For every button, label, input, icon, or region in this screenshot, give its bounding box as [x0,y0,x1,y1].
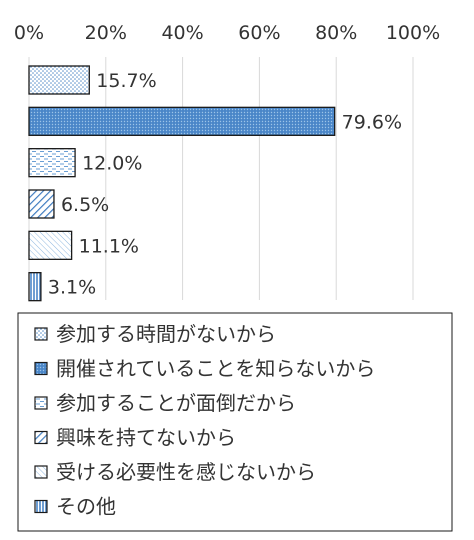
bar [28,189,55,219]
bars [28,65,336,302]
legend-swatch [34,430,48,445]
legend-label: 興味を持てないから [56,426,236,450]
x-tick-label: 40% [161,22,203,44]
data-label: 3.1% [48,277,96,299]
legend-swatch [34,499,48,514]
legend: 参加する時間がないから開催されていることを知らないから参加することが面倒だから興… [17,312,453,532]
legend-frame [17,312,453,532]
legend-swatch [34,396,48,410]
legend-label: 参加する時間がないから [56,322,276,346]
x-tick-label: 0% [14,22,44,44]
legend-label: 参加することが面倒だから [56,391,296,415]
data-labels: 15.7% 79.6% 12.0% 6.5% 11.1% 3.1% [48,70,402,299]
bar [28,230,73,260]
x-tick-label: 60% [238,22,280,44]
data-label: 11.1% [79,235,139,257]
legend-swatch [34,465,48,479]
legend-swatch [34,361,48,376]
x-tick-label: 20% [85,22,127,44]
x-tick-label: 80% [315,22,357,44]
data-label: 79.6% [342,111,402,133]
bar [28,272,42,302]
legend-swatch [34,327,48,341]
bar [28,106,336,136]
legend-label: 受ける必要性を感じないから [56,460,316,484]
bar [28,148,76,178]
data-label: 15.7% [96,70,156,92]
data-label: 6.5% [61,194,109,216]
legend-label: 開催されていることを知らないから [56,357,375,381]
bar [28,65,90,95]
x-tick-label: 100% [386,22,440,44]
x-axis-tick-labels: 0% 20% 40% 60% 80% 100% [14,22,440,44]
data-label: 12.0% [82,153,142,175]
legend-label: その他 [56,495,116,519]
